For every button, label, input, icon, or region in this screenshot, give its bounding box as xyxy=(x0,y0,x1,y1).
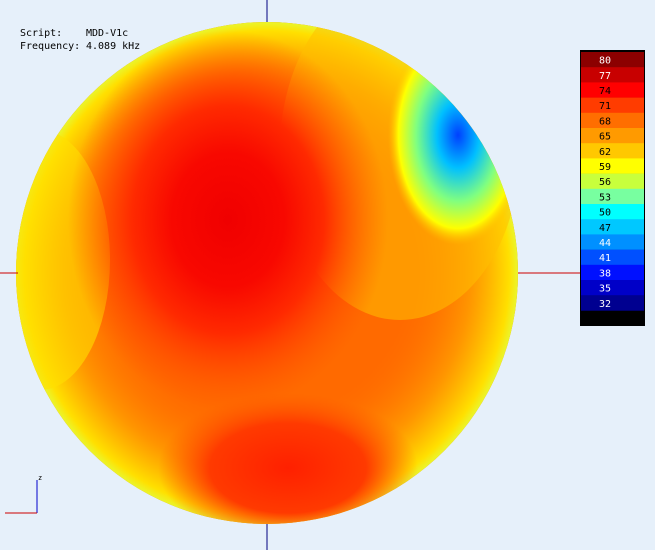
colorbar-label: 74 xyxy=(599,86,611,97)
colorbar-swatch xyxy=(581,280,644,296)
colorbar-swatch xyxy=(581,264,644,281)
colorbar-swatch xyxy=(581,97,644,114)
colorbar-swatch xyxy=(581,128,644,144)
colorbar-label: 47 xyxy=(599,223,611,234)
colorbar-swatch xyxy=(581,295,644,311)
colorbar-label: 32 xyxy=(599,299,611,310)
colorbar-label: 80 xyxy=(599,56,611,67)
colorbar-label: 35 xyxy=(599,284,611,295)
colorbar-label: 65 xyxy=(599,132,611,143)
colorbar-swatch xyxy=(581,234,644,250)
colorbar-label: 53 xyxy=(599,192,611,203)
colorbar-label: 38 xyxy=(599,268,611,279)
colorbar-label: 71 xyxy=(599,101,611,112)
colorbar-swatch xyxy=(581,204,644,220)
colorbar-label: 50 xyxy=(599,208,611,219)
script-value: MDD-V1c xyxy=(86,28,128,39)
colorbar-label: 56 xyxy=(599,177,611,188)
frequency-label: Frequency: xyxy=(20,41,80,52)
colorbar-swatch xyxy=(581,82,644,98)
colorbar-swatch xyxy=(581,173,644,190)
colorbar-swatch xyxy=(581,112,644,129)
colorbar-label: 44 xyxy=(599,238,611,249)
colorbar-swatch xyxy=(581,143,644,159)
colorbar-swatch xyxy=(581,249,644,266)
colorbar-swatch xyxy=(581,158,644,174)
colorbar-swatch xyxy=(581,188,644,205)
colorbar-label: 77 xyxy=(599,71,611,82)
colorbar-label: 62 xyxy=(599,147,611,158)
colorbar-swatch xyxy=(581,67,644,83)
colorbar: 80 77 74 71 68 65 62 59 56 53 50 47 44 41 38 35 32 xyxy=(580,50,645,326)
colorbar-swatch xyxy=(581,219,644,235)
axis-triad: z xyxy=(5,474,42,514)
script-label: Script: xyxy=(20,28,62,39)
z-label: z xyxy=(38,474,42,482)
colorbar-label: 68 xyxy=(599,116,611,127)
frequency-value: 4.089 kHz xyxy=(86,41,140,52)
colorbar-swatch xyxy=(581,52,644,68)
colorbar-label: 41 xyxy=(599,253,611,264)
colorbar-label: 59 xyxy=(599,162,611,173)
